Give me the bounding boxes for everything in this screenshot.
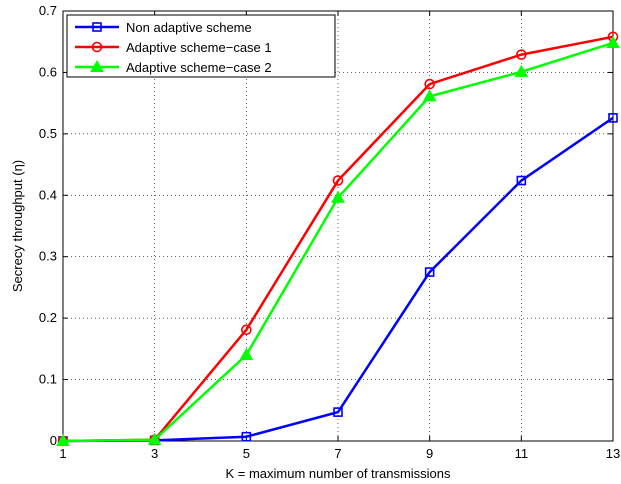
data-point: [424, 267, 435, 277]
data-point: [424, 78, 435, 90]
y-tick-label: 0.6: [39, 64, 57, 79]
y-tick-label: 0.3: [39, 249, 57, 264]
legend-label: Non adaptive scheme: [126, 20, 252, 35]
legend: Non adaptive scheme Adaptive scheme−case …: [66, 14, 336, 78]
data-point: [147, 432, 162, 445]
data-point: [514, 64, 529, 77]
y-tick-label: 0: [50, 433, 57, 448]
legend-label: Adaptive scheme−case 1: [126, 40, 272, 55]
y-tick-label: 0.2: [39, 310, 57, 325]
series-line: [62, 35, 614, 443]
x-tick-label: 5: [243, 446, 250, 461]
legend-label: Adaptive scheme−case 2: [126, 60, 272, 75]
data-point: [331, 190, 345, 203]
data-point: [241, 324, 252, 336]
series-line: [62, 41, 614, 443]
y-tick-label: 0.7: [39, 3, 57, 18]
y-tick-label: 0.1: [39, 372, 57, 387]
data-point: [332, 175, 344, 186]
legend-swatch-marker: [91, 41, 103, 53]
legend-item: Adaptive scheme−case 1: [75, 40, 272, 55]
data-point: [606, 35, 620, 48]
x-tick-label: 7: [334, 446, 341, 461]
series-lines: [56, 31, 620, 447]
x-tick-label: 11: [515, 446, 529, 461]
data-point: [516, 49, 527, 60]
data-point: [516, 175, 527, 186]
x-axis-label: K = maximum number of transmissions: [225, 466, 451, 481]
data-point: [422, 89, 437, 102]
data-point: [56, 433, 70, 446]
legend-item: Adaptive scheme−case 2: [75, 59, 272, 75]
x-tick-label: 3: [151, 446, 158, 461]
x-tick-label: 13: [606, 446, 620, 461]
data-point: [608, 113, 618, 123]
x-tick-label: 9: [426, 446, 433, 461]
series-3: [56, 35, 620, 446]
legend-item: Non adaptive scheme: [75, 20, 252, 35]
x-tick-label: 1: [59, 446, 66, 461]
data-point: [241, 431, 252, 442]
legend-swatch-marker: [90, 59, 104, 72]
y-tick-label: 0.5: [39, 126, 57, 141]
data-point: [333, 407, 343, 417]
y-axis-label: Secrecy throughput (η): [10, 160, 25, 292]
y-tick-label: 0.4: [39, 187, 57, 202]
data-point: [239, 347, 254, 360]
legend-swatch-marker: [92, 22, 102, 32]
